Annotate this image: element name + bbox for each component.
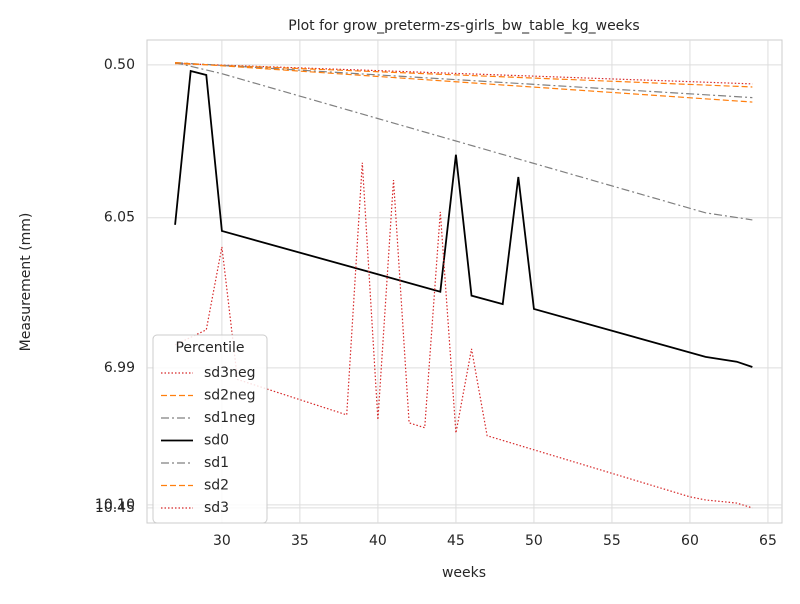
y-axis-label: Measurement (mm) <box>18 213 34 352</box>
x-tick-label: 55 <box>603 533 621 549</box>
legend-label: sd1neg <box>204 410 255 426</box>
x-tick-label: 40 <box>369 533 387 549</box>
line-series <box>174 62 753 221</box>
x-tick-label: 60 <box>681 533 699 549</box>
x-tick-label: 30 <box>213 533 231 549</box>
y-tick-label: 10.45 <box>95 500 135 516</box>
y-tick-label: 0.50 <box>104 57 135 73</box>
x-axis-label: weeks <box>442 565 486 581</box>
chart-title: Plot for grow_preterm-zs-girls_bw_table_… <box>288 18 639 34</box>
x-tick-label: 35 <box>291 533 309 549</box>
x-tick-label: 45 <box>447 533 465 549</box>
line-series <box>174 69 753 368</box>
line-series <box>175 62 753 88</box>
line-series <box>175 62 753 103</box>
legend-label: sd1 <box>204 455 229 471</box>
legend-title: Percentile <box>175 340 244 356</box>
legend-label: sd3neg <box>204 365 255 381</box>
x-tick-label: 50 <box>525 533 543 549</box>
x-tick-label: 65 <box>759 533 777 549</box>
legend: Percentile sd3neg sd2neg sd1neg sd0 sd1 sd2 sd3 <box>152 334 268 524</box>
legend-box <box>152 334 268 524</box>
y-tick-label: 10.10 <box>95 497 135 513</box>
legend-label: sd3 <box>204 500 229 516</box>
line-series <box>175 62 753 99</box>
legend-label: sd2 <box>204 478 229 494</box>
y-tick-label: 6.05 <box>104 210 135 226</box>
y-tick-label: 6.99 <box>104 360 135 376</box>
line-series <box>174 162 753 509</box>
legend-label: sd0 <box>204 433 229 449</box>
legend-label: sd2neg <box>204 388 255 404</box>
